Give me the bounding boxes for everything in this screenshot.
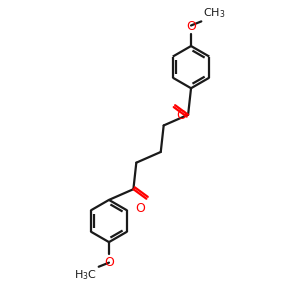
Text: CH$_3$: CH$_3$ <box>203 6 225 20</box>
Text: O: O <box>186 20 196 33</box>
Text: O: O <box>177 109 187 122</box>
Text: H$_3$C: H$_3$C <box>74 268 97 282</box>
Text: O: O <box>135 202 145 215</box>
Text: O: O <box>104 256 114 269</box>
